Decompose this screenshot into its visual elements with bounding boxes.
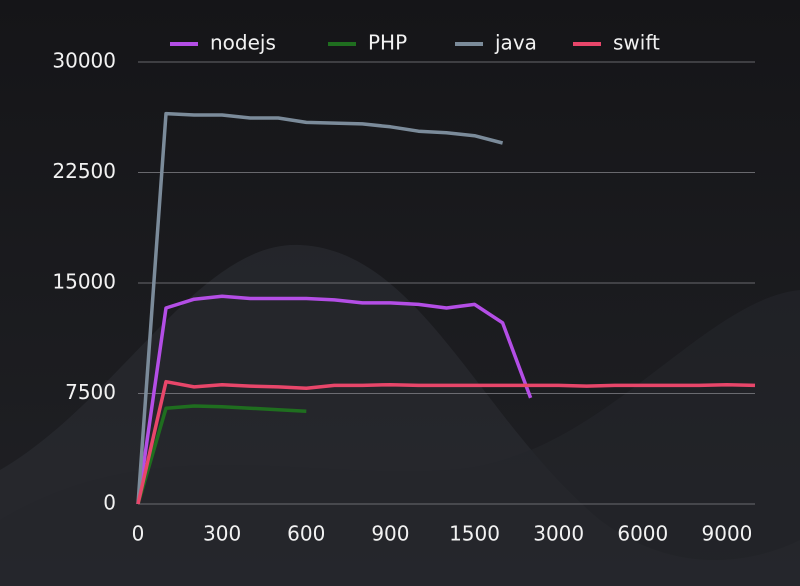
legend-label: nodejs	[210, 31, 276, 55]
x-tick-label: 3000	[533, 522, 584, 546]
legend-label: swift	[613, 31, 660, 55]
x-tick-label: 300	[203, 522, 241, 546]
legend-label: PHP	[368, 31, 407, 55]
series-line	[136, 379, 756, 505]
x-tick-label: 9000	[702, 522, 753, 546]
y-tick-label: 0	[103, 491, 116, 515]
series-line	[136, 294, 533, 505]
series-line	[136, 111, 504, 505]
decor-wave	[0, 290, 800, 586]
y-tick-label: 22500	[52, 159, 116, 183]
x-tick-label: 900	[371, 522, 409, 546]
legend-label: java	[494, 31, 537, 55]
x-tick-label: 600	[287, 522, 325, 546]
y-tick-label: 7500	[65, 380, 116, 404]
y-tick-label: 30000	[52, 49, 116, 73]
x-tick-label: 0	[132, 522, 145, 546]
x-tick-label: 1500	[449, 522, 500, 546]
x-tick-label: 6000	[617, 522, 668, 546]
series-line	[136, 404, 307, 505]
y-tick-label: 15000	[52, 270, 116, 294]
